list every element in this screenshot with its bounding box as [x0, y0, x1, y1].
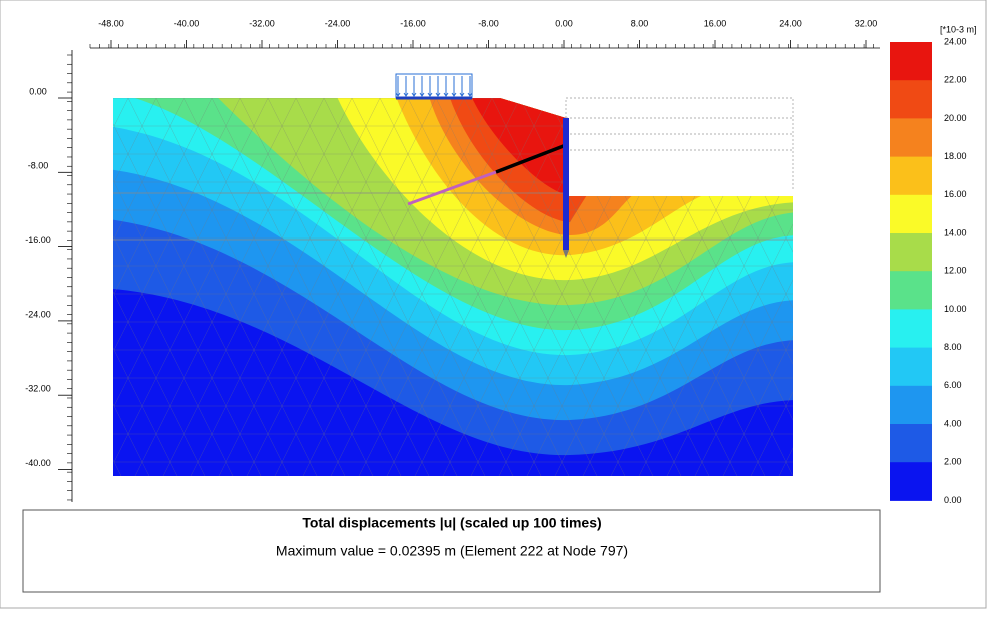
color-band: [890, 462, 932, 501]
y-tick-label: -32.00: [25, 384, 51, 394]
legend-unit: [*10-3 m]: [940, 24, 977, 34]
caption-subtitle: Maximum value = 0.02395 m (Element 222 a…: [276, 543, 628, 559]
legend-label: 12.00: [944, 266, 967, 276]
y-axis: 0.00 -8.00 -16.00 -24.00 -32.00 -40.00: [25, 50, 73, 502]
color-band: [890, 271, 932, 310]
legend-label: 16.00: [944, 189, 967, 199]
legend-label: 18.00: [944, 151, 967, 161]
x-tick-label: -32.00: [249, 18, 275, 28]
caption-box: [22, 509, 881, 593]
legend-label: 8.00: [944, 342, 962, 352]
color-band: [890, 42, 932, 81]
grout-body: [407, 170, 497, 206]
wall: [563, 118, 569, 250]
x-tick-label: -48.00: [98, 18, 124, 28]
anchor: [495, 143, 567, 174]
y-tick-label: -24.00: [25, 309, 51, 319]
excavation-outline: [565, 97, 794, 190]
color-band: [890, 156, 932, 196]
legend-label: 22.00: [944, 75, 967, 85]
legend: [*10-3 m] 24.00 22.00 20.00 18.00 16.00 14.00 1…: [890, 24, 977, 505]
y-tick-label: -16.00: [25, 235, 51, 245]
y-tick-label: 0.00: [29, 86, 47, 96]
y-tick-label: -40.00: [25, 458, 51, 468]
x-tick-label: -24.00: [325, 18, 351, 28]
legend-label: 14.00: [944, 227, 967, 237]
color-band: [890, 385, 932, 425]
color-band: [890, 80, 932, 119]
mesh-lines: [113, 98, 793, 476]
caption-title: Total displacements |u| (scaled up 100 t…: [302, 515, 601, 531]
y-tick-label: -8.00: [28, 161, 49, 171]
x-tick-label: -8.00: [478, 18, 499, 28]
x-tick-label: 0.00: [555, 18, 573, 28]
color-band: [890, 424, 932, 463]
x-tick-label: 8.00: [631, 18, 649, 28]
color-band: [890, 194, 932, 234]
load: [395, 73, 473, 100]
legend-label: 20.00: [944, 113, 967, 123]
x-tick-label: -16.00: [400, 18, 426, 28]
color-band: [890, 309, 932, 349]
legend-label: 4.00: [944, 418, 962, 428]
legend-label: 24.00: [944, 36, 967, 46]
legend-label: 10.00: [944, 304, 967, 314]
x-tick-label: 24.00: [779, 18, 802, 28]
color-band: [890, 347, 932, 387]
legend-label: 0.00: [944, 495, 962, 505]
x-tick-label: 32.00: [855, 18, 878, 28]
x-tick-label: 16.00: [704, 18, 727, 28]
x-tick-label: -40.00: [174, 18, 200, 28]
legend-label: 2.00: [944, 457, 962, 467]
color-band: [890, 118, 932, 158]
legend-label: 6.00: [944, 380, 962, 390]
x-axis: -48.00 -40.00 -32.00 -24.00 -16.00 -8.00 0.00 8…: [89, 18, 880, 49]
wall-tip: [563, 250, 569, 258]
color-band: [890, 233, 932, 272]
